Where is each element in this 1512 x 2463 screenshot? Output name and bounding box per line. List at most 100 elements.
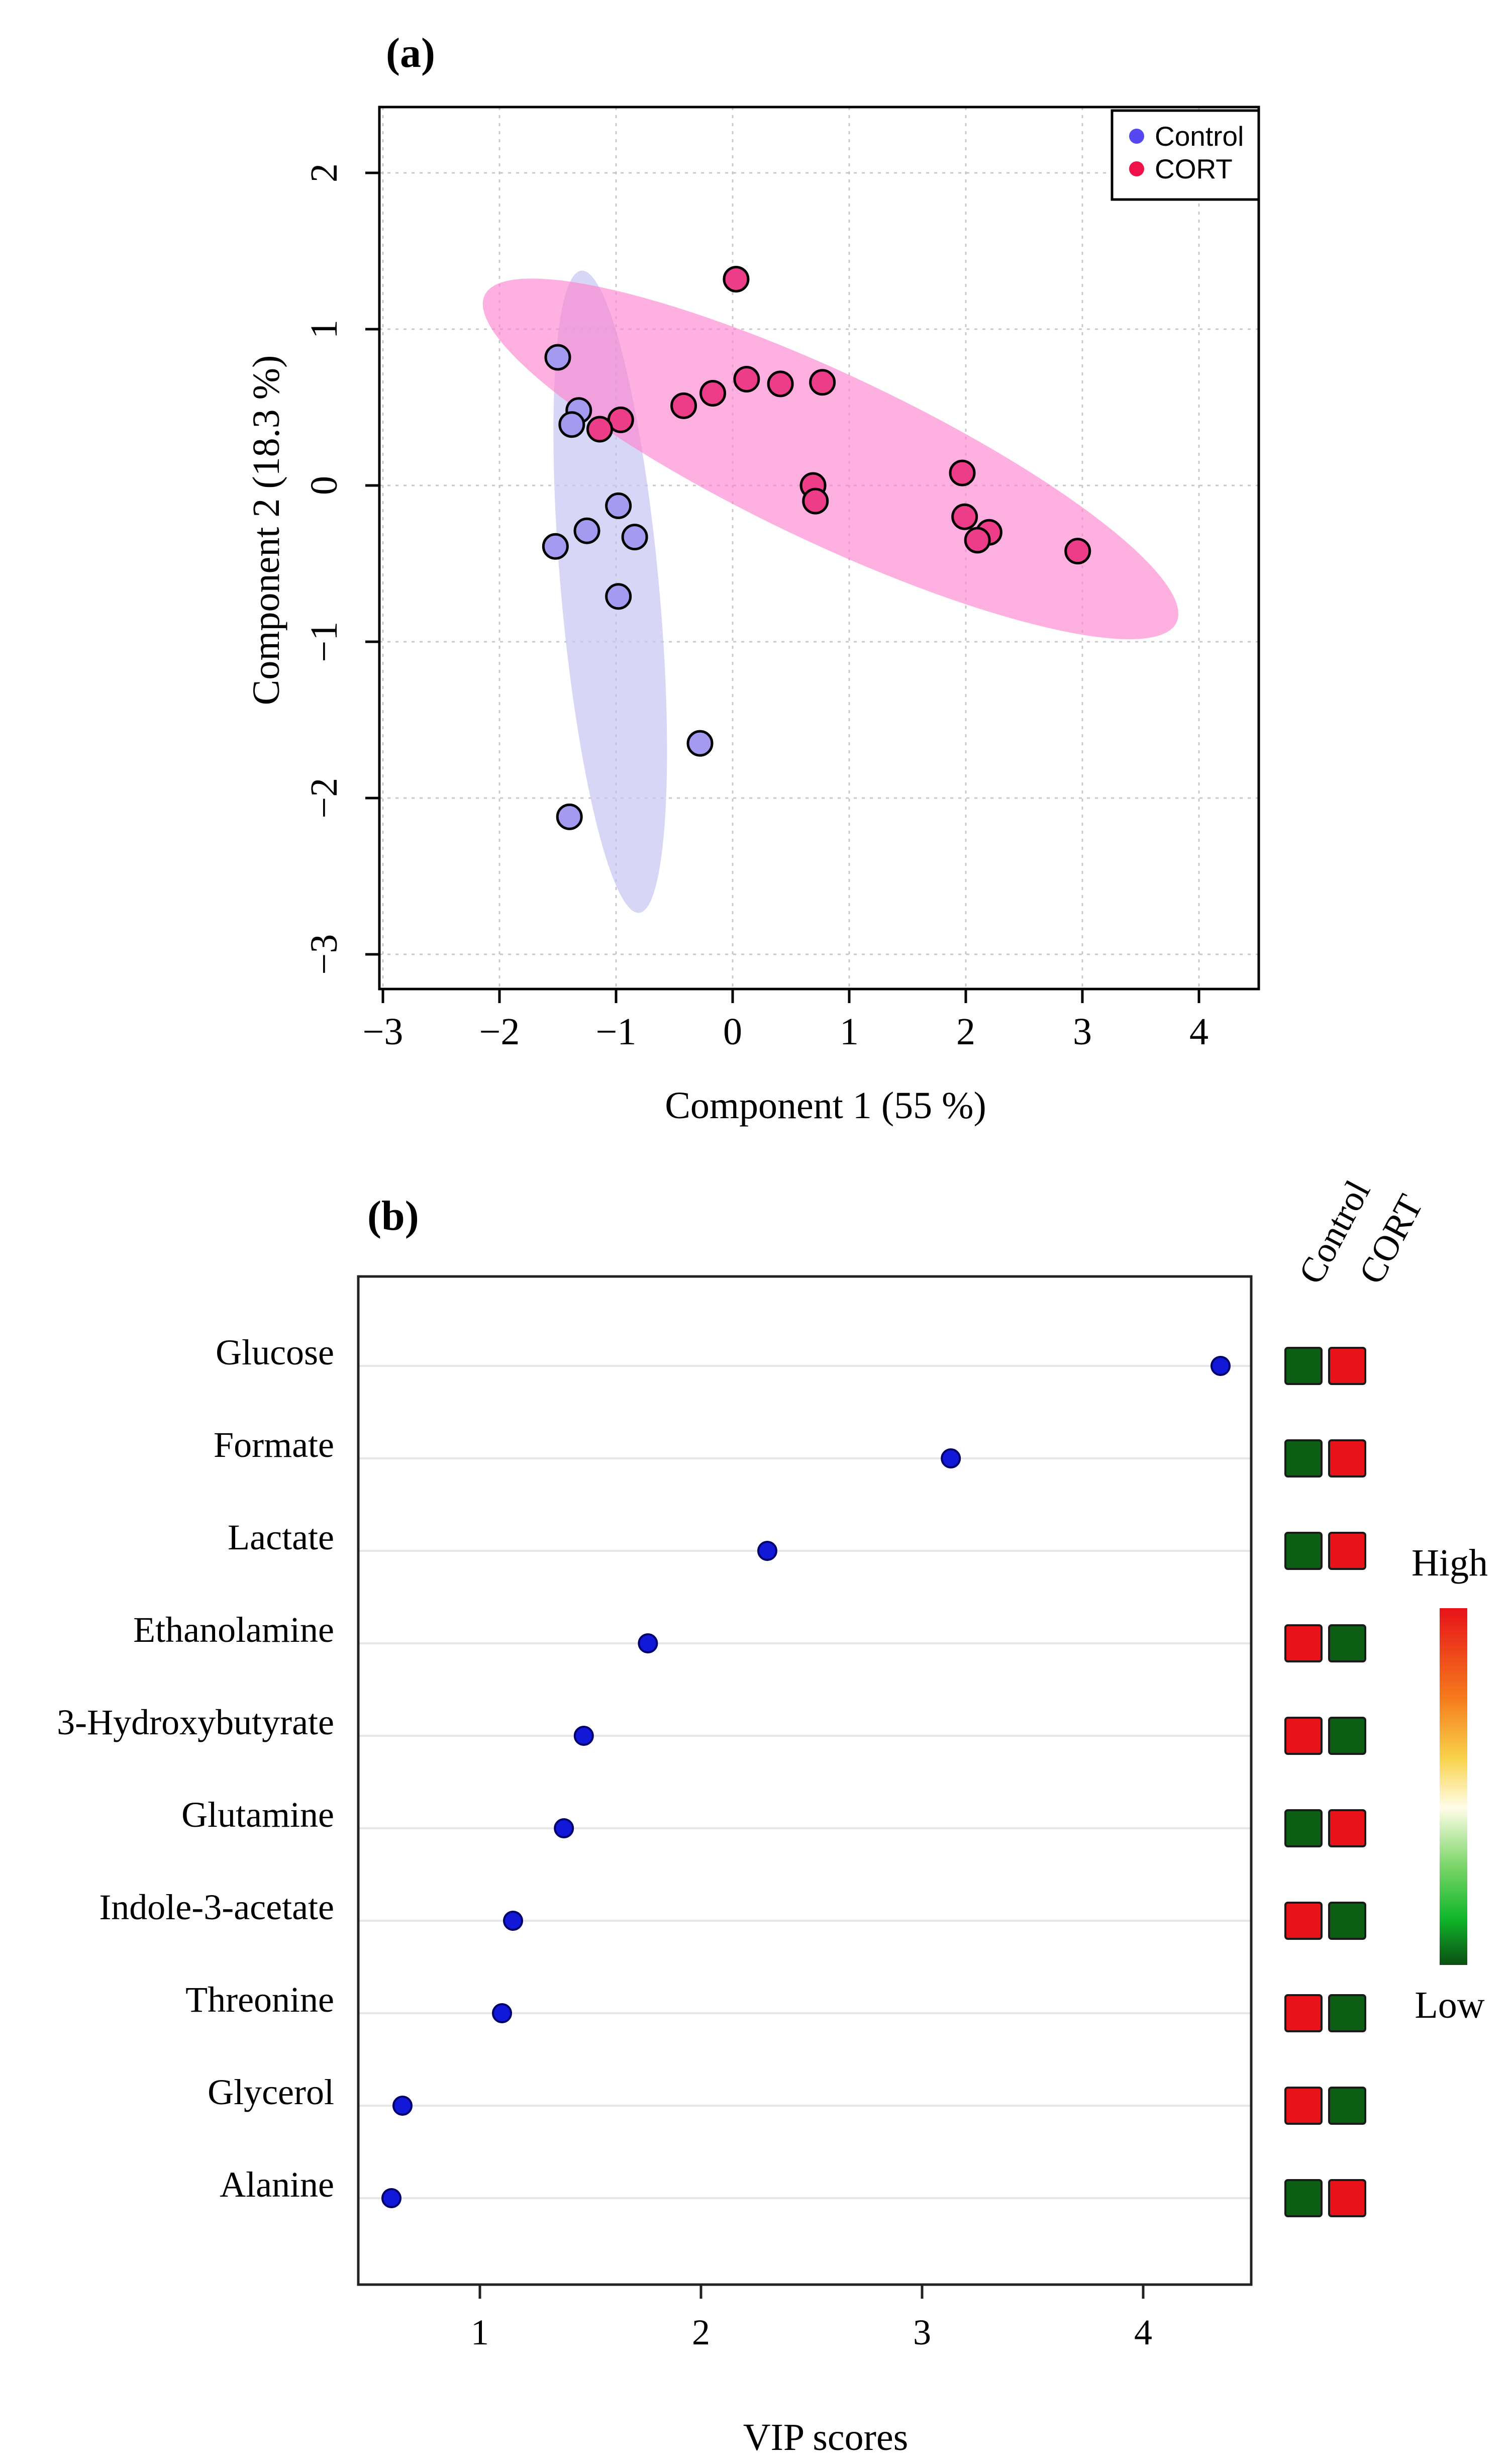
color-scale-low-label: Low <box>1415 1984 1484 2026</box>
x-tick-label: 1 <box>471 2312 489 2352</box>
legend-cort-marker <box>1129 161 1144 176</box>
vip-point <box>573 1726 594 1746</box>
x-tick-label: 2 <box>692 2312 710 2352</box>
panel-b-metabolite-labels: Glucose Formate Lactate Ethanolamine 3-Hydro… <box>57 1332 334 2205</box>
panel-b-plot-frame <box>357 1275 1253 2286</box>
metabolite-label: Threonine <box>185 1980 334 2020</box>
cort-point <box>949 459 976 486</box>
control-point <box>573 517 600 544</box>
y-tick-label: 0 <box>303 476 345 495</box>
cort-ellipse <box>482 278 1179 640</box>
legend-box <box>1111 109 1260 201</box>
panel-b-x-axis-label: VIP scores <box>743 2416 909 2458</box>
metabolite-label: Lactate <box>228 1517 334 1557</box>
panel-b-vip-points <box>381 1356 1231 2208</box>
color-scale-high-label: High <box>1412 1542 1488 1584</box>
metabolite-label: Ethanolamine <box>133 1610 334 1650</box>
panel-b-x-axis: 1 2 3 4 <box>471 2285 1152 2352</box>
heat-cell-control <box>1284 1902 1323 1940</box>
x-tick-label: −1 <box>596 1011 637 1053</box>
cort-point <box>1064 538 1091 565</box>
metabolite-label: Glutamine <box>181 1795 334 1835</box>
cort-point <box>802 487 829 515</box>
cort-point <box>670 392 697 419</box>
heat-cell-cort <box>1328 1347 1366 1385</box>
heat-cell-cort <box>1328 1902 1366 1940</box>
y-tick-label: 2 <box>303 163 345 182</box>
vip-point <box>392 2096 413 2116</box>
panel-a-legend: Control CORT <box>1111 109 1260 201</box>
panel-b-heatmap <box>1284 1347 1366 2217</box>
heat-cell-cort <box>1328 1532 1366 1570</box>
cort-point <box>964 527 991 554</box>
panel-a-x-axis-label: Component 1 (55 %) <box>665 1085 986 1127</box>
control-point <box>544 344 571 371</box>
cort-point <box>809 369 836 396</box>
cort-point <box>586 416 614 443</box>
heat-cell-control <box>1284 2179 1323 2217</box>
cort-point <box>723 265 750 292</box>
panel-a: (a) −3 −2 −1 0 1 2 3 4 −3 −2 −1 0 1 2 Component 1 (5… <box>245 30 1260 1127</box>
metabolite-label: Glycerol <box>208 2072 334 2112</box>
x-tick-label: 0 <box>723 1011 742 1053</box>
heat-cell-cort <box>1328 1809 1366 1847</box>
panel-a-points <box>542 265 1091 830</box>
heat-cell-cort <box>1328 1439 1366 1477</box>
y-tick-label: −3 <box>303 934 345 975</box>
heat-cell-control <box>1284 1994 1323 2032</box>
heat-cell-control <box>1284 1532 1323 1570</box>
y-tick-label: −1 <box>303 622 345 662</box>
panel-a-y-axis-label: Component 2 (18.3 %) <box>245 355 287 706</box>
control-point <box>542 533 569 560</box>
heat-cell-control <box>1284 1717 1323 1755</box>
vip-point <box>1211 1356 1231 1376</box>
heat-cell-cort <box>1328 1994 1366 2032</box>
vip-point <box>638 1633 658 1653</box>
metabolite-label: Formate <box>214 1425 334 1465</box>
control-point <box>621 524 648 551</box>
heat-cell-cort <box>1328 1624 1366 1662</box>
x-tick-label: −2 <box>479 1011 520 1053</box>
control-point <box>605 492 632 519</box>
y-tick-label: −2 <box>303 778 345 819</box>
metabolite-label: Alanine <box>220 2164 334 2205</box>
control-point <box>605 583 632 610</box>
panel-a-y-axis: −3 −2 −1 0 1 2 <box>303 163 379 974</box>
heat-cell-control <box>1284 2087 1323 2125</box>
heat-cell-control <box>1284 1439 1323 1477</box>
control-point <box>558 411 585 438</box>
vip-point <box>381 2188 401 2208</box>
x-tick-label: 4 <box>1189 1011 1208 1053</box>
metabolite-label: Glucose <box>216 1332 334 1372</box>
color-scale-bar <box>1440 1608 1467 1965</box>
heat-cell-cort <box>1328 2179 1366 2217</box>
x-tick-label: 3 <box>913 2312 931 2352</box>
cort-point <box>951 503 978 530</box>
panel-b-label: (b) <box>367 1193 419 1239</box>
vip-point <box>492 2003 512 2023</box>
heat-cell-control <box>1284 1347 1323 1385</box>
y-tick-label: 1 <box>303 320 345 339</box>
panel-a-confidence-ellipses <box>482 270 1179 913</box>
heat-cell-cort <box>1328 1717 1366 1755</box>
vip-point <box>554 1818 574 1838</box>
heat-cell-control <box>1284 1809 1323 1847</box>
vip-point <box>941 1448 961 1468</box>
vip-point <box>503 1911 523 1931</box>
panel-a-x-axis: −3 −2 −1 0 1 2 3 4 <box>363 989 1208 1053</box>
heat-cell-control <box>1284 1624 1323 1662</box>
panel-a-plot-frame <box>378 106 1260 991</box>
vip-point <box>757 1541 777 1561</box>
heat-cell-cort <box>1328 2087 1366 2125</box>
x-tick-label: −3 <box>363 1011 404 1053</box>
cort-point <box>733 366 760 393</box>
panel-b: (b) Glucose Formate Lactate Ethanolamine 3-H… <box>57 1174 1488 2458</box>
x-tick-label: 2 <box>956 1011 975 1053</box>
legend-control-label: Control <box>1155 121 1244 152</box>
panel-b-gridlines <box>358 1365 1251 2199</box>
metabolite-label: Indole-3-acetate <box>99 1887 334 1927</box>
cort-point <box>767 370 794 398</box>
legend-cort-label: CORT <box>1155 153 1233 184</box>
legend-control-marker <box>1129 129 1144 144</box>
